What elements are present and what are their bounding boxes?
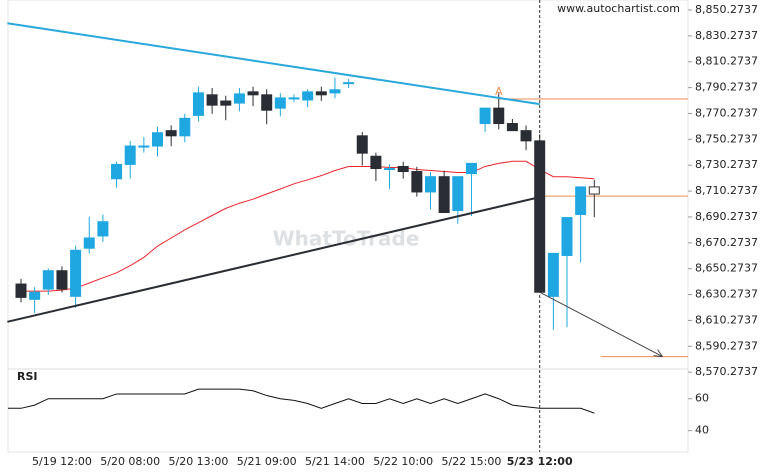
x-tick-label: 5/19 12:00 [32, 455, 92, 468]
x-tick-label: 5/22 10:00 [373, 455, 433, 468]
y-tick-label: 8,770.2737 [695, 106, 758, 119]
candle-body [138, 145, 150, 148]
y-tick-label: 8,670.2737 [695, 236, 758, 249]
pattern-label: A [495, 85, 503, 98]
y-tick-label: 8,810.2737 [695, 55, 758, 68]
candle-body [588, 186, 600, 195]
candle-body [29, 291, 41, 300]
candle-body [506, 123, 518, 132]
candle-body [493, 107, 505, 125]
candle-body [315, 91, 327, 96]
candle-body [425, 176, 436, 193]
candle-body [15, 283, 27, 298]
candle-body [220, 100, 232, 106]
rsi-title: RSI [17, 370, 38, 383]
x-tick-label: 5/21 14:00 [305, 455, 365, 468]
candle-body [42, 270, 54, 290]
y-tick-label: 8,590.2737 [695, 339, 758, 352]
y-tick-label: 8,610.2737 [695, 313, 758, 326]
arrow-head [653, 349, 663, 358]
x-tick-label: 5/20 08:00 [100, 455, 160, 468]
candle-body [397, 165, 409, 173]
candle-body [247, 91, 259, 96]
y-tick-label: 8,790.2737 [695, 81, 758, 94]
moving-average [21, 160, 595, 292]
candle-body [83, 237, 95, 249]
candle-body [561, 217, 573, 256]
candle-body [520, 130, 532, 142]
support-line [7, 196, 540, 323]
y-tick-label: 8,690.2737 [695, 210, 758, 223]
x-tick-label: 5/21 09:00 [237, 455, 297, 468]
candle-body [56, 270, 68, 290]
rsi-line [8, 388, 595, 414]
candle-body [370, 155, 382, 170]
candle-body [465, 162, 477, 175]
candle-body [233, 93, 245, 104]
y-tick-label: 8,730.2737 [695, 158, 758, 171]
source: www.autochartist.com [557, 2, 680, 15]
candle-body [261, 94, 273, 111]
candle-body [152, 132, 163, 147]
candle-body [356, 135, 368, 154]
candle-body [165, 130, 177, 137]
candle-body [411, 171, 423, 193]
y-tick-label: 8,750.2737 [695, 132, 758, 145]
candle-body [288, 97, 300, 100]
candle-body [343, 82, 355, 85]
x-tick-label: 5/23 12:00 [507, 455, 573, 468]
candle-body [575, 186, 587, 215]
plot-frame [7, 0, 689, 453]
candle-body [206, 94, 218, 106]
y-tick-label: 8,630.2737 [695, 288, 758, 301]
rsi-tick-label: 40 [695, 424, 709, 437]
y-tick-label: 8,570.2737 [695, 365, 758, 378]
candle-body [384, 168, 396, 171]
candle-body [452, 176, 464, 211]
candle-body [111, 163, 123, 180]
candle-body [302, 91, 314, 101]
x-tick-label: 5/20 13:00 [168, 455, 228, 468]
candle-body [329, 89, 341, 94]
candle-body [438, 176, 450, 214]
candle-body [97, 221, 109, 237]
candle-body [274, 97, 286, 109]
candle-body [70, 249, 82, 297]
candle-body [479, 107, 491, 125]
y-tick-label: 8,850.2737 [695, 3, 758, 16]
x-tick-label: 5/22 15:00 [441, 455, 501, 468]
y-tick-label: 8,830.2737 [695, 29, 758, 42]
y-tick-label: 8,650.2737 [695, 262, 758, 275]
forecast-arrow [539, 291, 663, 358]
candle-body [547, 252, 559, 297]
y-tick-label: 8,710.2737 [695, 184, 758, 197]
resistance-line [7, 22, 540, 106]
candle-body [179, 117, 191, 137]
candle-body [534, 140, 546, 293]
candle-body [124, 145, 136, 165]
candle-body [192, 92, 204, 116]
rsi-tick-label: 60 [695, 392, 709, 405]
